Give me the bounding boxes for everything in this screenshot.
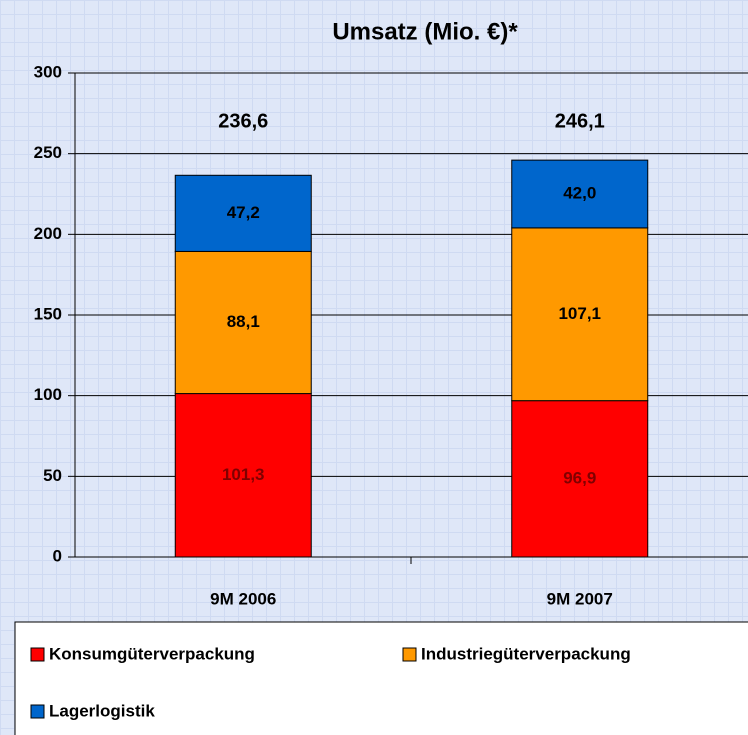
legend-swatch xyxy=(30,704,45,719)
legend-swatch xyxy=(30,647,45,662)
data-label: 47,2 xyxy=(227,203,260,222)
bar-segment xyxy=(174,174,312,252)
legend-label: Konsumgüterverpackung xyxy=(49,644,255,663)
data-label: 101,3 xyxy=(222,465,265,484)
total-label: 246,1 xyxy=(555,110,605,132)
y-tick-label: 50 xyxy=(43,466,62,485)
bar-segment xyxy=(511,227,649,402)
data-label: 96,9 xyxy=(563,468,596,487)
y-tick-label: 300 xyxy=(34,62,62,81)
y-tick-label: 0 xyxy=(53,546,62,565)
bar-segment xyxy=(511,400,649,558)
data-label: 107,1 xyxy=(558,304,601,323)
y-tick-label: 100 xyxy=(34,385,62,404)
legend-label: Lagerlogistik xyxy=(49,701,155,720)
bar-segment xyxy=(174,250,312,395)
bar-segment xyxy=(511,159,649,229)
x-tick-label: 9M 2007 xyxy=(547,589,613,608)
legend-label: Industriegüterverpackung xyxy=(421,644,631,663)
total-label: 236,6 xyxy=(218,110,268,132)
y-tick-label: 150 xyxy=(34,304,62,323)
x-tick-label: 9M 2006 xyxy=(210,589,276,608)
bar-segment xyxy=(174,393,312,558)
data-label: 42,0 xyxy=(563,183,596,202)
legend-swatch xyxy=(402,647,417,662)
legend-box xyxy=(14,621,748,735)
chart-title: Umsatz (Mio. €)* xyxy=(332,18,518,45)
y-tick-label: 250 xyxy=(34,143,62,162)
data-label: 88,1 xyxy=(227,312,260,331)
y-tick-label: 200 xyxy=(34,224,62,243)
